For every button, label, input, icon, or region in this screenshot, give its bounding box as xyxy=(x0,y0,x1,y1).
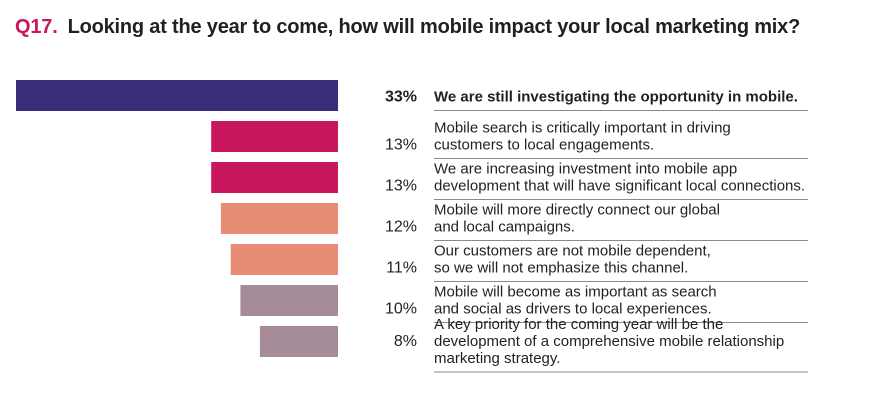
chart-title: Q17. Looking at the year to come, how wil… xyxy=(15,16,800,39)
question-text: Looking at the year to come, how will mo… xyxy=(67,16,801,38)
bar-4 xyxy=(220,203,338,234)
value-label-4: 12% xyxy=(385,219,417,236)
bar-1 xyxy=(16,80,338,111)
category-label-3: We are increasing investment into mobile… xyxy=(434,161,805,195)
category-label-1: We are still investigating the opportuni… xyxy=(434,89,798,106)
question-number: Q17. xyxy=(15,16,58,38)
bar-5 xyxy=(230,244,338,275)
category-label-2: Mobile search is critically important in… xyxy=(434,120,731,154)
value-label-1: 33% xyxy=(385,89,417,106)
value-label-7: 8% xyxy=(394,333,417,350)
value-label-2: 13% xyxy=(385,137,417,154)
value-label-3: 13% xyxy=(385,178,417,195)
category-label-4: Mobile will more directly connect our gl… xyxy=(434,202,720,236)
category-label-7: A key priority for the coming year will … xyxy=(434,316,784,367)
category-label-6: Mobile will become as important as searc… xyxy=(434,284,717,318)
bar-6 xyxy=(240,285,338,316)
category-label-5: Our customers are not mobile dependent, s… xyxy=(434,243,711,277)
bar-2 xyxy=(211,121,338,152)
bar-7 xyxy=(259,326,338,357)
bar-3 xyxy=(211,162,338,193)
value-label-5: 11% xyxy=(386,260,417,277)
value-label-6: 10% xyxy=(385,301,417,318)
